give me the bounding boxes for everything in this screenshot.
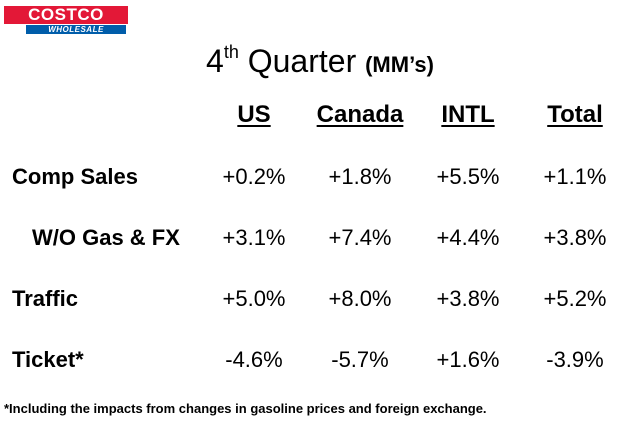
costco-logo: COSTCO WHOLESALE	[4, 6, 128, 36]
cell-traffic-intl: +3.8%	[436, 286, 500, 311]
row-label-comp-sales: Comp Sales	[12, 164, 138, 189]
cell-comp-sales-total: +1.1%	[543, 164, 607, 189]
cell-wo-gas-fx-total: +3.8%	[543, 225, 607, 250]
cell-wo-gas-fx-us: +3.1%	[222, 225, 286, 250]
title-ordinal: th	[223, 42, 239, 62]
column-header-total: Total	[547, 101, 603, 128]
column-header-intl: INTL	[441, 101, 495, 128]
cell-wo-gas-fx-intl: +4.4%	[436, 225, 500, 250]
column-header-us: US	[237, 101, 271, 128]
cell-comp-sales-canada: +1.8%	[328, 164, 392, 189]
cell-traffic-us: +5.0%	[222, 286, 286, 311]
cell-ticket-canada: -5.7%	[331, 347, 389, 372]
logo-wordmark: COSTCO	[4, 6, 128, 24]
cell-traffic-total: +5.2%	[543, 286, 607, 311]
row-label-ticket: Ticket*	[12, 347, 84, 372]
cell-comp-sales-intl: +5.5%	[436, 164, 500, 189]
footnote: *Including the impacts from changes in g…	[4, 401, 487, 416]
title-number: 4	[206, 43, 224, 79]
title-unit: (MM’s)	[365, 52, 434, 77]
column-header-canada: Canada	[316, 101, 404, 128]
cell-comp-sales-us: +0.2%	[222, 164, 286, 189]
slide-title: 4th Quarter (MM’s)	[0, 30, 640, 87]
row-label-traffic: Traffic	[12, 286, 79, 311]
cell-ticket-total: -3.9%	[546, 347, 604, 372]
title-text: Quarter	[247, 43, 357, 79]
cell-wo-gas-fx-canada: +7.4%	[328, 225, 392, 250]
row-label-wo-gas-fx: W/O Gas & FX	[32, 225, 180, 250]
cell-traffic-canada: +8.0%	[328, 286, 392, 311]
cell-ticket-intl: +1.6%	[436, 347, 500, 372]
logo-subtext: WHOLESALE	[26, 25, 126, 34]
cell-ticket-us: -4.6%	[225, 347, 283, 372]
